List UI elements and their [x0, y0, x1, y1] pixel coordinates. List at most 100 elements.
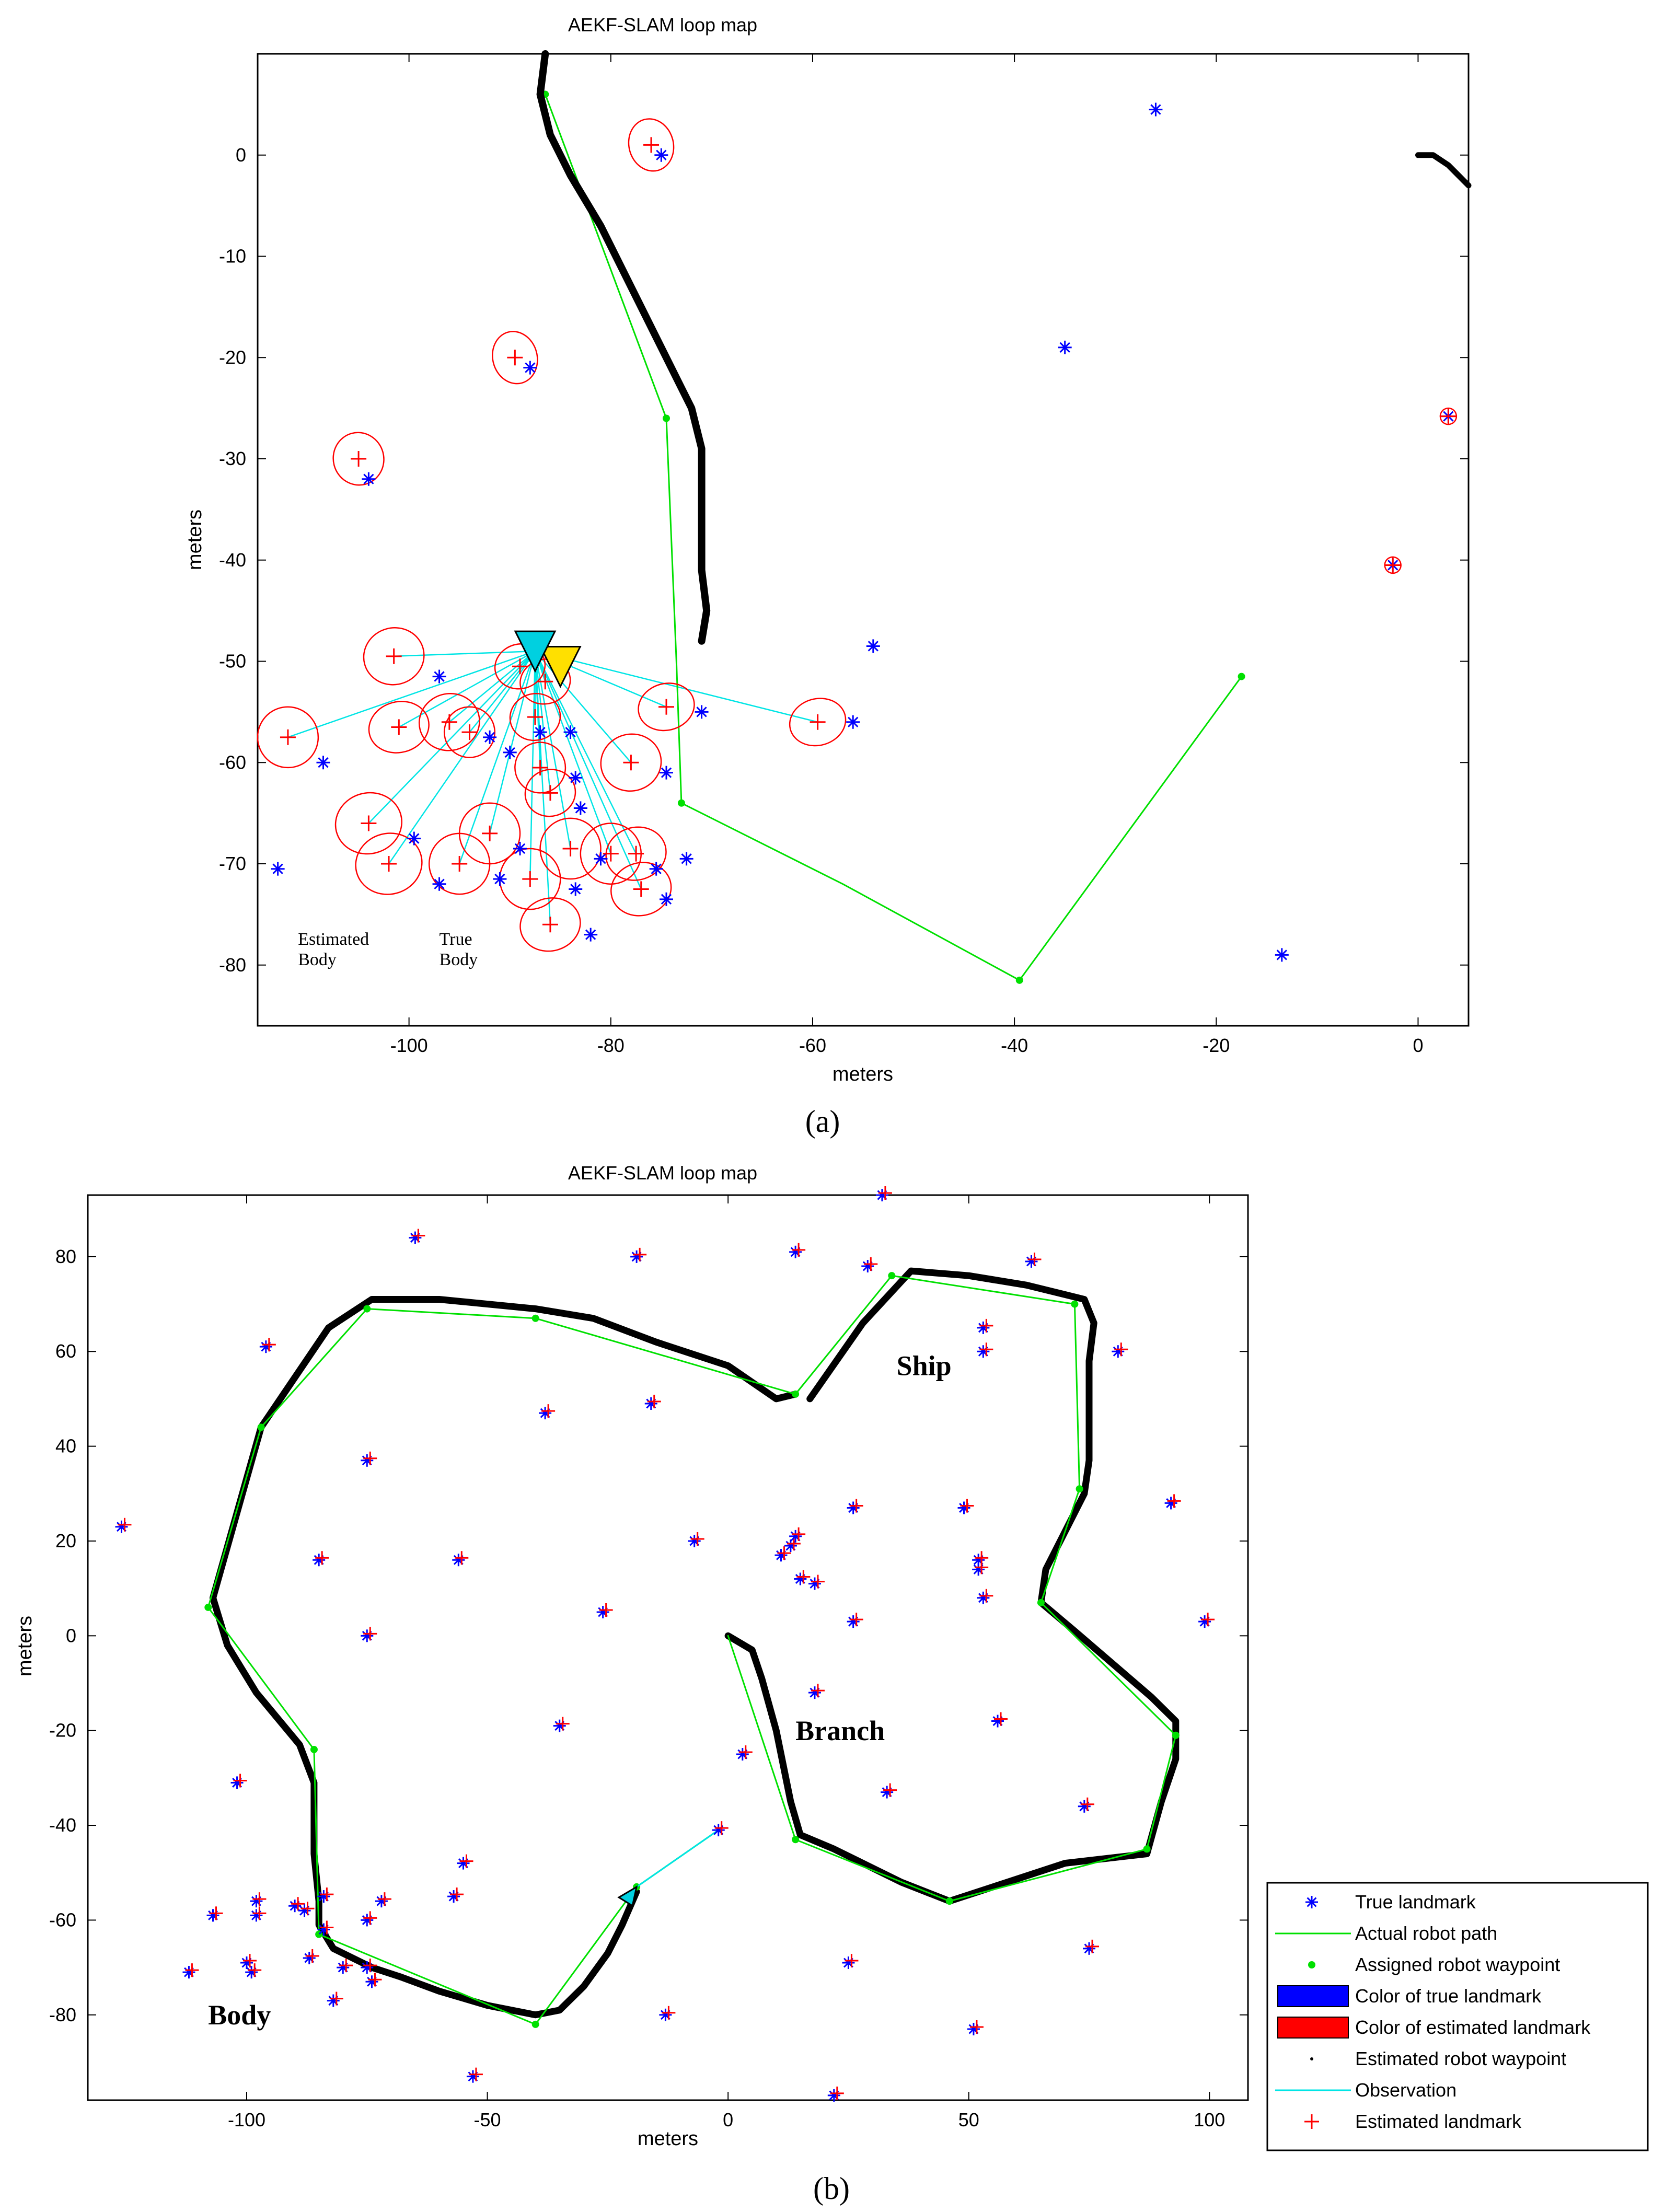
true-landmark	[432, 877, 446, 891]
true-landmark	[1058, 340, 1072, 354]
assigned-waypoint	[310, 1745, 318, 1753]
true-landmark	[250, 1895, 263, 1908]
chart-a-ytick-label: -40	[219, 549, 246, 571]
legend-symbol-patch	[1277, 1985, 1349, 2007]
estimated-landmark	[845, 1954, 859, 1968]
legend-symbol-plus	[1304, 2114, 1319, 2129]
true-landmark	[881, 1786, 894, 1799]
chart-legend: True landmark Actual robot path Assigned r…	[1266, 1882, 1649, 2151]
chart-panel-b: AEKF-SLAM loop map -100 -50 0 50 100 80 60 40 20…	[14, 1162, 1249, 2150]
true-landmark	[230, 1776, 244, 1789]
true-landmark-stroke	[525, 362, 536, 373]
true-landmark	[271, 862, 285, 876]
legend-label: Estimated robot waypoint	[1355, 2048, 1566, 2069]
true-landmark	[569, 882, 583, 896]
estimated-landmark	[849, 1613, 863, 1627]
estimated-landmark	[633, 1247, 647, 1261]
estimated-body-marker	[514, 630, 557, 673]
true-landmark-stroke	[504, 747, 515, 758]
true-landmark	[659, 2008, 672, 2021]
true-landmark	[991, 1715, 1004, 1728]
estimated-landmark	[1167, 1494, 1181, 1508]
true-landmark	[288, 1900, 302, 1913]
assigned-waypoint	[1238, 673, 1245, 680]
figure-a-label: (a)	[805, 1104, 840, 1139]
chart-b-xtick-label: 50	[958, 2109, 979, 2130]
true-landmark	[654, 148, 668, 162]
estimated-landmark	[459, 1854, 473, 1868]
true-landmark	[1275, 948, 1289, 962]
estimated-landmark	[452, 856, 468, 872]
true-landmark	[594, 852, 608, 866]
covariance-ellipse	[257, 706, 319, 769]
true-landmark	[789, 1245, 802, 1258]
assigned-waypoint	[1071, 1300, 1079, 1308]
true-landmark-stroke	[318, 757, 329, 768]
estimated-landmark	[883, 1783, 897, 1797]
estimated-landmark	[662, 2006, 676, 2020]
estimated-robot-path	[724, 1267, 1180, 1905]
assigned-waypoint	[792, 1836, 800, 1844]
estimated-robot-path	[536, 50, 711, 645]
chart-b-content: Ship Branch Body	[115, 1186, 1215, 2102]
true-landmark-stroke	[1059, 342, 1070, 353]
estimated-landmark	[1201, 1613, 1215, 1627]
estimated-landmark	[363, 1627, 377, 1641]
estimated-landmark	[811, 1574, 825, 1589]
true-landmark	[361, 1629, 374, 1642]
true-landmark	[1149, 102, 1163, 117]
estimated-landmark	[1385, 557, 1401, 573]
true-landmark	[361, 1961, 374, 1974]
chart-b-ytick-label: 40	[55, 1435, 76, 1457]
estimated-landmark	[185, 1963, 199, 1977]
estimated-landmark	[209, 1906, 223, 1920]
true-landmark-stroke	[868, 641, 878, 652]
covariance-ellipse	[334, 792, 402, 855]
true-landmark-stroke	[848, 716, 859, 727]
estimated-landmark	[361, 815, 377, 831]
estimated-landmark	[411, 1229, 425, 1243]
true-landmark	[659, 892, 673, 906]
chart-b-ytick-label: -20	[49, 1720, 76, 1741]
true-landmark-stroke	[514, 843, 526, 854]
chart-a-ytick-label: -50	[219, 651, 246, 672]
covariance-ellipse	[514, 742, 567, 794]
true-landmark	[250, 1909, 263, 1922]
estimated-landmark	[975, 1551, 989, 1565]
true-landmark	[584, 928, 598, 942]
estimated-landmark	[623, 755, 639, 771]
chart-a-annotation: Body	[440, 950, 478, 969]
true-landmark	[432, 669, 446, 684]
assigned-waypoint	[677, 799, 685, 807]
true-landmark	[115, 1520, 128, 1533]
true-landmark	[1164, 1497, 1177, 1510]
observation-line	[388, 651, 536, 864]
estimated-landmark	[461, 724, 478, 740]
covariance-ellipse	[332, 432, 385, 486]
observation-line	[534, 651, 551, 925]
true-landmark-stroke	[409, 833, 420, 844]
true-landmark	[1025, 1255, 1038, 1268]
chart-a-xtick-label: -60	[799, 1035, 826, 1056]
true-landmark	[407, 831, 421, 846]
observation-line	[469, 651, 536, 733]
true-landmark-stroke	[661, 767, 672, 778]
true-landmark	[298, 1904, 311, 1917]
chart-a-title: AEKF-SLAM loop map	[568, 14, 757, 36]
estimated-landmark	[329, 1991, 343, 2006]
true-landmark	[596, 1605, 609, 1618]
estimated-landmark	[252, 1906, 267, 1920]
legend-item: Color of estimated landmark	[1277, 2017, 1591, 2039]
estimated-landmark	[542, 785, 558, 801]
estimated-landmark	[1080, 1797, 1094, 1811]
true-landmark-stroke	[570, 772, 581, 783]
chart-a-ylabel: meters	[184, 509, 206, 570]
estimated-landmark	[878, 1186, 892, 1200]
true-landmark	[182, 1966, 195, 1979]
chart-b-annotation: Branch	[795, 1715, 885, 1746]
estimated-landmark	[391, 719, 407, 735]
assigned-waypoint	[1037, 1599, 1045, 1606]
chart-a-annotation: True	[440, 930, 472, 949]
